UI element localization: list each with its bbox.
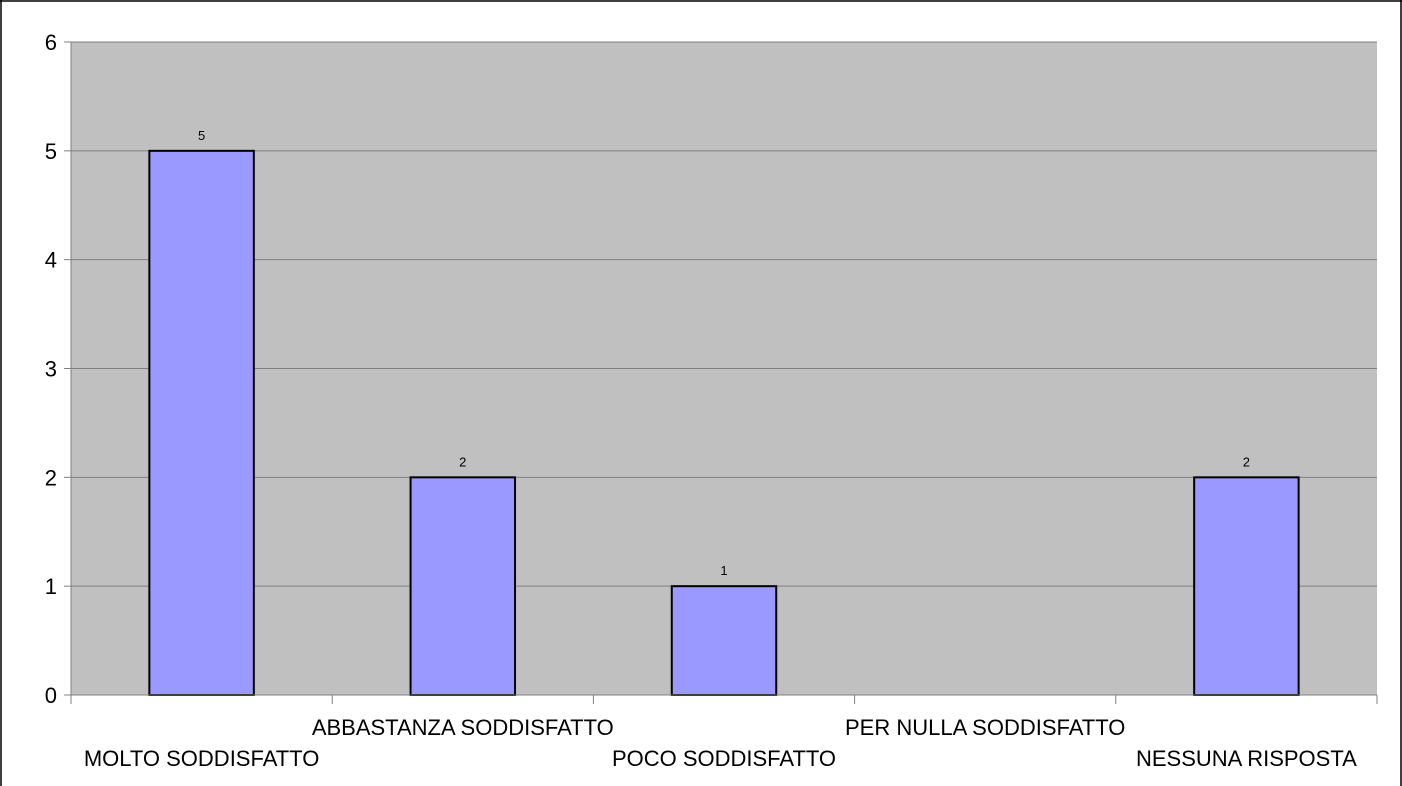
axes bbox=[64, 41, 1378, 704]
x-category-label: ABBASTANZA SODDISFATTO bbox=[312, 715, 614, 740]
y-tick-label: 5 bbox=[45, 139, 57, 164]
x-category-label: MOLTO SODDISFATTO bbox=[84, 746, 320, 771]
labels: 0 1 2 3 4 5 6 5 MOLTO SODDISFATTO 2 ABBASTANZA SOD… bbox=[45, 30, 1357, 771]
x-category-label: NESSUNA RISPOSTA bbox=[1136, 746, 1357, 771]
bar bbox=[670, 585, 778, 697]
bar-value-label: 2 bbox=[1243, 454, 1250, 469]
y-tick-label: 0 bbox=[45, 683, 57, 708]
y-tick-label: 4 bbox=[45, 248, 57, 273]
bar bbox=[148, 149, 255, 697]
gridlines bbox=[71, 41, 1377, 587]
x-category-label: PER NULLA SODDISFATTO bbox=[845, 715, 1125, 740]
bar bbox=[409, 476, 517, 697]
bar bbox=[1193, 476, 1300, 697]
bars bbox=[148, 149, 1300, 697]
bar-value-label: 5 bbox=[198, 128, 205, 143]
y-tick-label: 6 bbox=[45, 30, 57, 55]
y-tick-label: 1 bbox=[45, 574, 57, 599]
x-category-label: POCO SODDISFATTO bbox=[612, 746, 836, 771]
bar-value-label: 2 bbox=[459, 454, 466, 469]
y-tick-label: 2 bbox=[45, 465, 57, 490]
y-tick-label: 3 bbox=[45, 357, 57, 382]
bar-value-label: 1 bbox=[720, 563, 727, 578]
